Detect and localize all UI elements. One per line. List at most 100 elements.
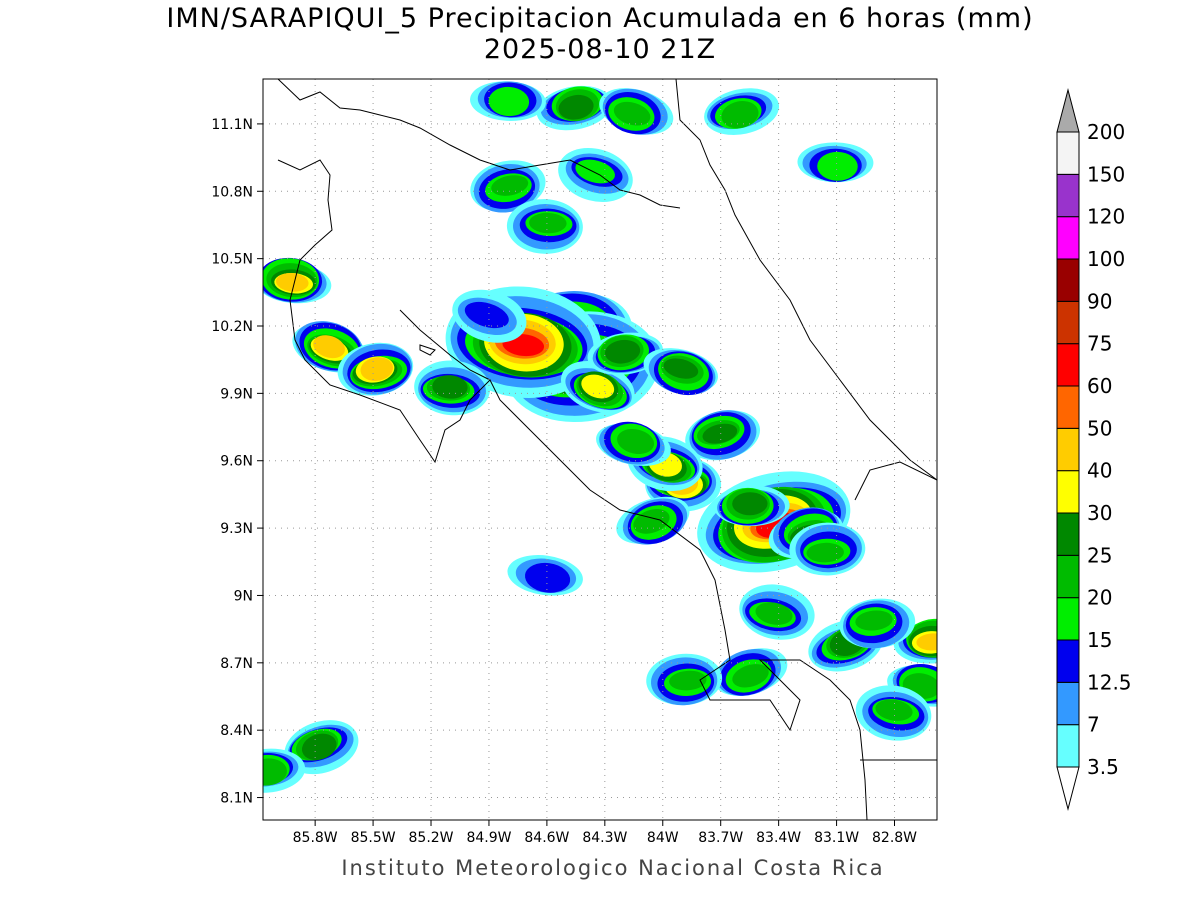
lon-tick-label: 85.2W	[409, 830, 454, 846]
map-title: IMN/SARAPIQUI_5 Precipitacion Acumulada …	[166, 3, 1034, 34]
rain-contour	[581, 374, 615, 399]
rain-cell-osa-central	[713, 648, 788, 697]
rain-cell-north-east-border	[599, 88, 674, 135]
rain-cell-quepos	[616, 496, 690, 545]
rain-cell-north-border	[536, 85, 612, 131]
rain-contour	[558, 94, 594, 120]
lon-tick-label: 84.6W	[524, 830, 569, 846]
colorbar-level-label: 60	[1087, 374, 1112, 398]
nicoya-inlet	[399, 309, 491, 381]
rain-contour	[702, 423, 738, 444]
colorbar-swatch	[1056, 681, 1080, 726]
rain-contour	[669, 670, 707, 691]
rain-cell-caribbean-foothills	[643, 348, 718, 396]
lon-tick-label: 83.7W	[698, 830, 743, 846]
rain-contour	[755, 602, 793, 625]
latitude-axis: 11.1N 10.8N 10.5N 10.2N 9.9N 9.6N 9.3N 9N 8.7N 8.…	[211, 117, 263, 807]
rain-cell-panama-border	[893, 618, 937, 664]
colorbar-level-label: 120	[1087, 205, 1125, 229]
precipitation-colorbar: 3.5 7 12.5 15 20 25 30 40 50 60 75 90 100 120 150 200	[1056, 88, 1132, 811]
rain-cell-gulf-north	[452, 289, 527, 343]
lon-tick-label: 83.4W	[756, 830, 801, 846]
rain-contour	[617, 429, 655, 454]
colorbar-swatch	[1056, 554, 1080, 599]
colorbar-level-label: 12.5	[1087, 670, 1132, 694]
rain-contour	[301, 733, 337, 761]
rain-contour	[360, 357, 393, 381]
rain-cell-nicoya-central	[337, 342, 414, 396]
colorbar-level-label: 50	[1087, 416, 1112, 440]
colorbar-swatch	[1056, 131, 1080, 175]
colorbar-level-label: 150	[1087, 162, 1125, 186]
rain-cell-tortuguero-north	[704, 88, 780, 135]
lat-tick-label: 9.9N	[220, 386, 253, 402]
rain-cell-north-plains-east	[558, 148, 633, 203]
colorbar-level-label: 90	[1087, 289, 1112, 313]
colorbar-swatch	[1056, 258, 1080, 302]
rain-contour	[263, 758, 287, 786]
rain-contour	[575, 159, 615, 184]
rain-contour	[732, 492, 768, 516]
colorbar-level-label: 75	[1087, 332, 1112, 356]
rain-contour	[663, 358, 699, 379]
rain-cell-caribbean-north	[797, 142, 874, 183]
rain-contour	[432, 375, 468, 399]
rain-cell-talamanca-east-2	[789, 522, 866, 576]
colorbar-swatch	[1056, 724, 1080, 768]
footer-credit: Instituto Meteorologico Nacional Costa R…	[341, 856, 885, 880]
lat-tick-label: 8.4N	[220, 723, 253, 739]
map-frame	[262, 78, 938, 821]
rain-contour	[529, 212, 567, 234]
graticule	[263, 79, 937, 820]
lat-tick-label: 9.6N	[220, 454, 253, 470]
lat-tick-label: 8.7N	[220, 656, 253, 672]
rain-cell-osa-west	[646, 653, 723, 706]
rain-contour	[855, 610, 893, 631]
lon-tick-label: 84W	[647, 830, 679, 846]
rain-cell-coto-brus-east	[839, 598, 916, 649]
colorbar-upper-arrow	[1056, 88, 1080, 133]
rain-cell-ocean-far-west	[263, 748, 306, 793]
rain-contour	[464, 301, 509, 329]
rain-contour	[817, 151, 858, 181]
colorbar-swatch	[1056, 512, 1080, 556]
colorbar-swatch	[1056, 639, 1080, 683]
rain-contour	[313, 335, 345, 359]
lat-tick-label: 9N	[234, 588, 253, 604]
colorbar-level-label: 200	[1087, 120, 1125, 144]
colorbar-level-label: 20	[1087, 586, 1112, 610]
colorbar-level-label: 3.5	[1087, 755, 1119, 779]
rain-cell-talamanca-west	[685, 410, 761, 461]
colorbar-swatch	[1056, 385, 1080, 429]
rain-contour	[613, 101, 651, 126]
rain-contour	[875, 699, 913, 721]
rain-cell-burica	[855, 685, 932, 741]
lat-tick-label: 11.1N	[211, 117, 253, 133]
rain-cell-ocean-south	[507, 555, 583, 596]
colorbar-level-label: 15	[1087, 628, 1112, 652]
lon-tick-label: 84.3W	[582, 830, 627, 846]
map-subtitle-datetime: 2025-08-10 21Z	[483, 34, 717, 65]
rain-cell-general-valley-north	[713, 485, 790, 527]
rain-cell-pacific-central	[596, 421, 671, 466]
colorbar-swatch	[1056, 427, 1080, 472]
lat-tick-label: 10.5N	[211, 252, 253, 268]
rain-cell-ocean-west	[284, 720, 359, 775]
rain-contour	[491, 175, 529, 196]
colorbar-swatch	[1056, 216, 1080, 260]
lon-tick-label: 85.5W	[351, 830, 396, 846]
lat-tick-label: 8.1N	[220, 791, 253, 807]
rain-cell-central-east	[587, 332, 663, 375]
colorbar-level-label: 25	[1087, 543, 1112, 567]
lon-tick-label: 85.8W	[293, 830, 338, 846]
rain-contour	[524, 562, 571, 593]
colorbar-swatch	[1056, 470, 1080, 514]
panama-border	[854, 461, 937, 761]
rain-contour	[806, 542, 844, 563]
colorbar-level-label: 30	[1087, 501, 1112, 525]
lat-tick-label: 10.2N	[211, 319, 253, 335]
rain-cell-guanacaste-north	[263, 257, 332, 304]
colorbar-swatch	[1056, 300, 1080, 345]
colorbar-swatch	[1056, 173, 1080, 218]
